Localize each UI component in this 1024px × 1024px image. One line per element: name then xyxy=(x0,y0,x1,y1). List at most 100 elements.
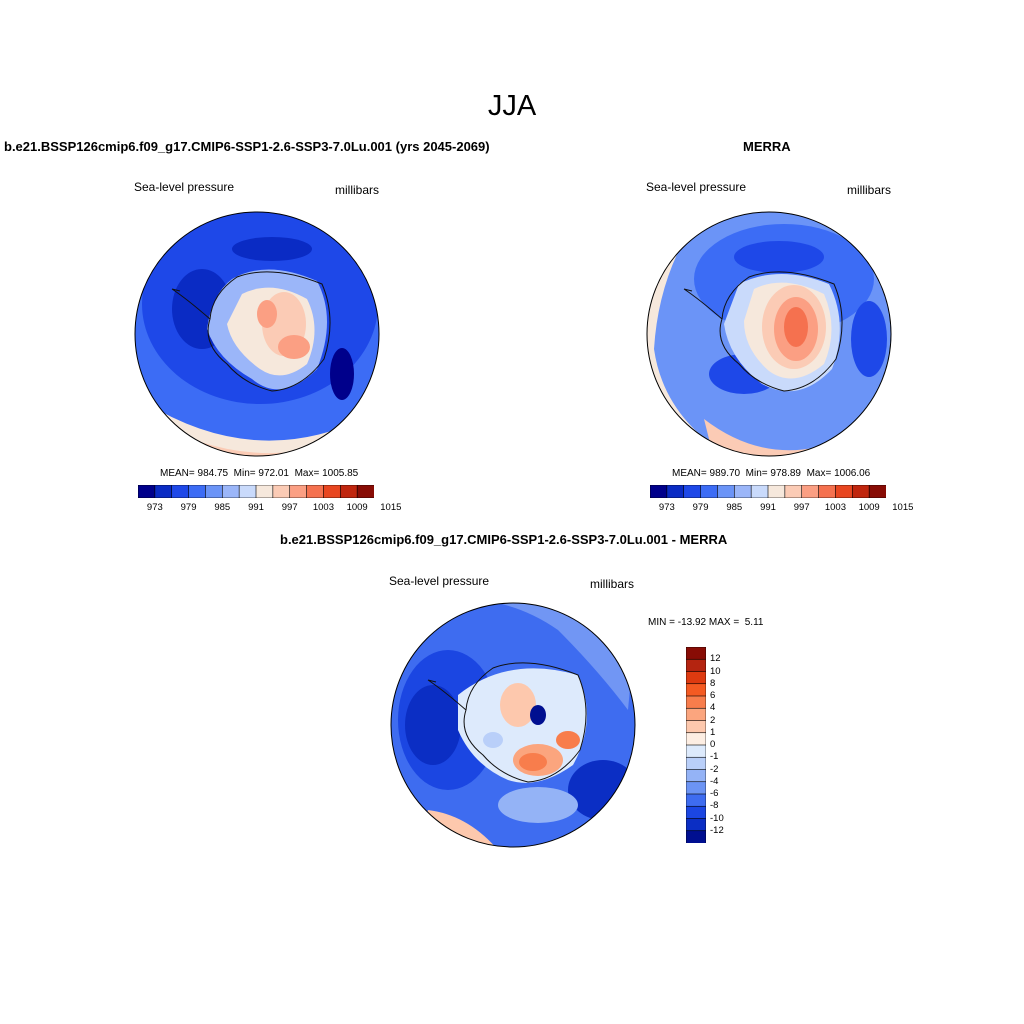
panel3-colorbar-swatch xyxy=(686,732,706,746)
panel1-colorbar xyxy=(138,485,374,498)
panel1-max-label: Max= xyxy=(294,468,320,479)
panel2-units-label: millibars xyxy=(847,183,892,197)
panel1-colorbar-swatch xyxy=(154,485,173,498)
panel2-colorbar-swatch xyxy=(868,485,886,498)
panel1-colorbar-ticks: 973 979 985 991 997 1003 1009 1015 xyxy=(138,502,402,514)
panel3-colorbar-tick: -4 xyxy=(710,775,719,787)
panel3-colorbar-tick: 4 xyxy=(710,702,716,714)
panel1-units-label: millibars xyxy=(335,183,380,197)
panel3-colorbar-swatch xyxy=(686,756,706,771)
panel3-max-value: 5.11 xyxy=(744,617,764,628)
panel2-colorbar-swatch xyxy=(666,485,685,498)
panel2-polar-map xyxy=(646,211,892,457)
panel2-mean-label: MEAN= xyxy=(672,468,707,479)
panel2-colorbar-tick: 997 xyxy=(793,502,810,513)
panel1-variable-label: Sea-level pressure xyxy=(134,180,235,194)
panel3-title: b.e21.BSSP126cmip6.f09_g17.CMIP6-SSP1-2.… xyxy=(280,532,728,547)
panel2-colorbar-swatch xyxy=(717,485,735,498)
panel2-max-label: Max= xyxy=(806,468,832,479)
panel2-colorbar-swatch xyxy=(818,485,837,498)
panel3-colorbar-tick: 8 xyxy=(710,677,716,689)
panel3-polar-map xyxy=(390,602,636,848)
panel1-colorbar-tick: 1003 xyxy=(312,502,334,513)
panel1-colorbar-swatch xyxy=(356,485,374,498)
panel3-colorbar-tick: -10 xyxy=(710,812,724,824)
panel2-mean-value: 989.70 xyxy=(709,468,741,479)
panel2-title: MERRA xyxy=(743,139,791,154)
panel1-colorbar-tick: 979 xyxy=(180,502,197,513)
panel3-colorbar-tick: 1 xyxy=(710,726,716,738)
panel2-colorbar-tick: 1015 xyxy=(892,502,914,513)
panel1-colorbar-tick: 1009 xyxy=(346,502,368,513)
panel2-colorbar-swatch xyxy=(750,485,769,498)
panel3-max-label: MAX = xyxy=(708,617,740,628)
panel2-colorbar-tick: 1009 xyxy=(858,502,880,513)
panel1-colorbar-tick: 973 xyxy=(146,502,163,513)
panel2-colorbar-tick: 991 xyxy=(760,502,776,513)
panel3-min-value: -13.92 xyxy=(677,617,707,628)
panel3-min-label: MIN = xyxy=(648,617,675,628)
panel3-colorbar-swatch xyxy=(686,781,706,795)
panel1-colorbar-tick: 997 xyxy=(281,502,298,513)
panel3-colorbar-tick: -8 xyxy=(710,800,719,812)
panel2-colorbar-tick: 979 xyxy=(692,502,709,513)
panel2-colorbar-swatch xyxy=(767,485,786,498)
panel2-colorbar-swatch xyxy=(650,485,668,498)
panel3-colorbar-swatch xyxy=(686,830,706,843)
panel2-colorbar-tick: 1003 xyxy=(824,502,846,513)
panel1-colorbar-swatch xyxy=(323,485,341,498)
panel3-colorbar-swatch xyxy=(686,720,706,734)
panel2-colorbar-swatch xyxy=(733,485,752,498)
panel1-min-label: Min= xyxy=(233,468,256,479)
panel3-colorbar-tick: 0 xyxy=(710,739,716,750)
panel1-stats: MEAN= 984.75 Min= 972.01 Max= 1005.85 xyxy=(160,468,358,479)
panel2-colorbar-ticks: 973 979 985 991 997 1003 1009 1015 xyxy=(650,502,914,514)
panel3-colorbar-swatch xyxy=(686,793,706,807)
panel3-colorbar-ticks: 12 10 8 6 4 2 1 0 -1 -2 -4 -6 -8 -10 -12 xyxy=(710,647,750,843)
panel3-colorbar-swatch xyxy=(686,744,706,758)
panel2-colorbar-swatch xyxy=(851,485,870,498)
panel1-colorbar-swatch xyxy=(138,485,156,498)
panel3-colorbar-swatch xyxy=(686,769,706,783)
panel2-colorbar-swatch xyxy=(801,485,820,498)
panel1-colorbar-swatch xyxy=(306,485,325,498)
panel3-colorbar-tick: -12 xyxy=(710,824,724,836)
panel2-colorbar-swatch xyxy=(700,485,719,498)
panel1-title: b.e21.BSSP126cmip6.f09_g17.CMIP6-SSP1-2.… xyxy=(4,139,490,154)
panel2-colorbar-swatch xyxy=(784,485,803,498)
panel1-colorbar-tick: 991 xyxy=(248,502,264,513)
panel2-colorbar xyxy=(650,485,886,498)
panel1-colorbar-tick: 1015 xyxy=(380,502,402,513)
main-title: JJA xyxy=(487,90,537,122)
panel1-colorbar-swatch xyxy=(339,485,358,498)
panel1-mean-value: 984.75 xyxy=(197,468,229,479)
panel3-colorbar-tick: 2 xyxy=(710,714,716,726)
panel1-polar-map xyxy=(134,211,380,457)
panel3-colorbar-tick: -6 xyxy=(710,788,719,799)
panel3-colorbar xyxy=(686,647,706,843)
panel2-min-label: Min= xyxy=(745,468,768,479)
panel3-colorbar-swatch xyxy=(686,647,706,660)
panel2-variable-label: Sea-level pressure xyxy=(646,180,747,194)
panel1-colorbar-tick: 985 xyxy=(214,502,231,513)
panel2-colorbar-swatch xyxy=(835,485,853,498)
panel3-colorbar-swatch xyxy=(686,671,706,685)
panel2-stats: MEAN= 989.70 Min= 978.89 Max= 1006.06 xyxy=(672,468,870,479)
panel3-colorbar-swatch xyxy=(686,683,706,697)
panel3-minmax: MIN = -13.92 MAX = 5.11 xyxy=(648,617,763,628)
panel3-colorbar-swatch xyxy=(686,658,706,673)
panel3-colorbar-swatch xyxy=(686,805,706,820)
panel3-colorbar-tick: 6 xyxy=(710,690,716,701)
panel3-units-label: millibars xyxy=(590,577,635,591)
panel1-colorbar-swatch xyxy=(188,485,207,498)
panel1-colorbar-swatch xyxy=(221,485,240,498)
panel3-colorbar-tick: 12 xyxy=(710,653,721,665)
panel2-colorbar-swatch xyxy=(683,485,702,498)
panel3-colorbar-swatch xyxy=(686,695,706,709)
panel3-colorbar-swatch xyxy=(686,707,706,722)
panel1-colorbar-swatch xyxy=(205,485,223,498)
panel3-colorbar-swatch xyxy=(686,818,706,832)
panel1-colorbar-swatch xyxy=(171,485,190,498)
panel1-colorbar-swatch xyxy=(289,485,308,498)
panel1-colorbar-swatch xyxy=(255,485,274,498)
